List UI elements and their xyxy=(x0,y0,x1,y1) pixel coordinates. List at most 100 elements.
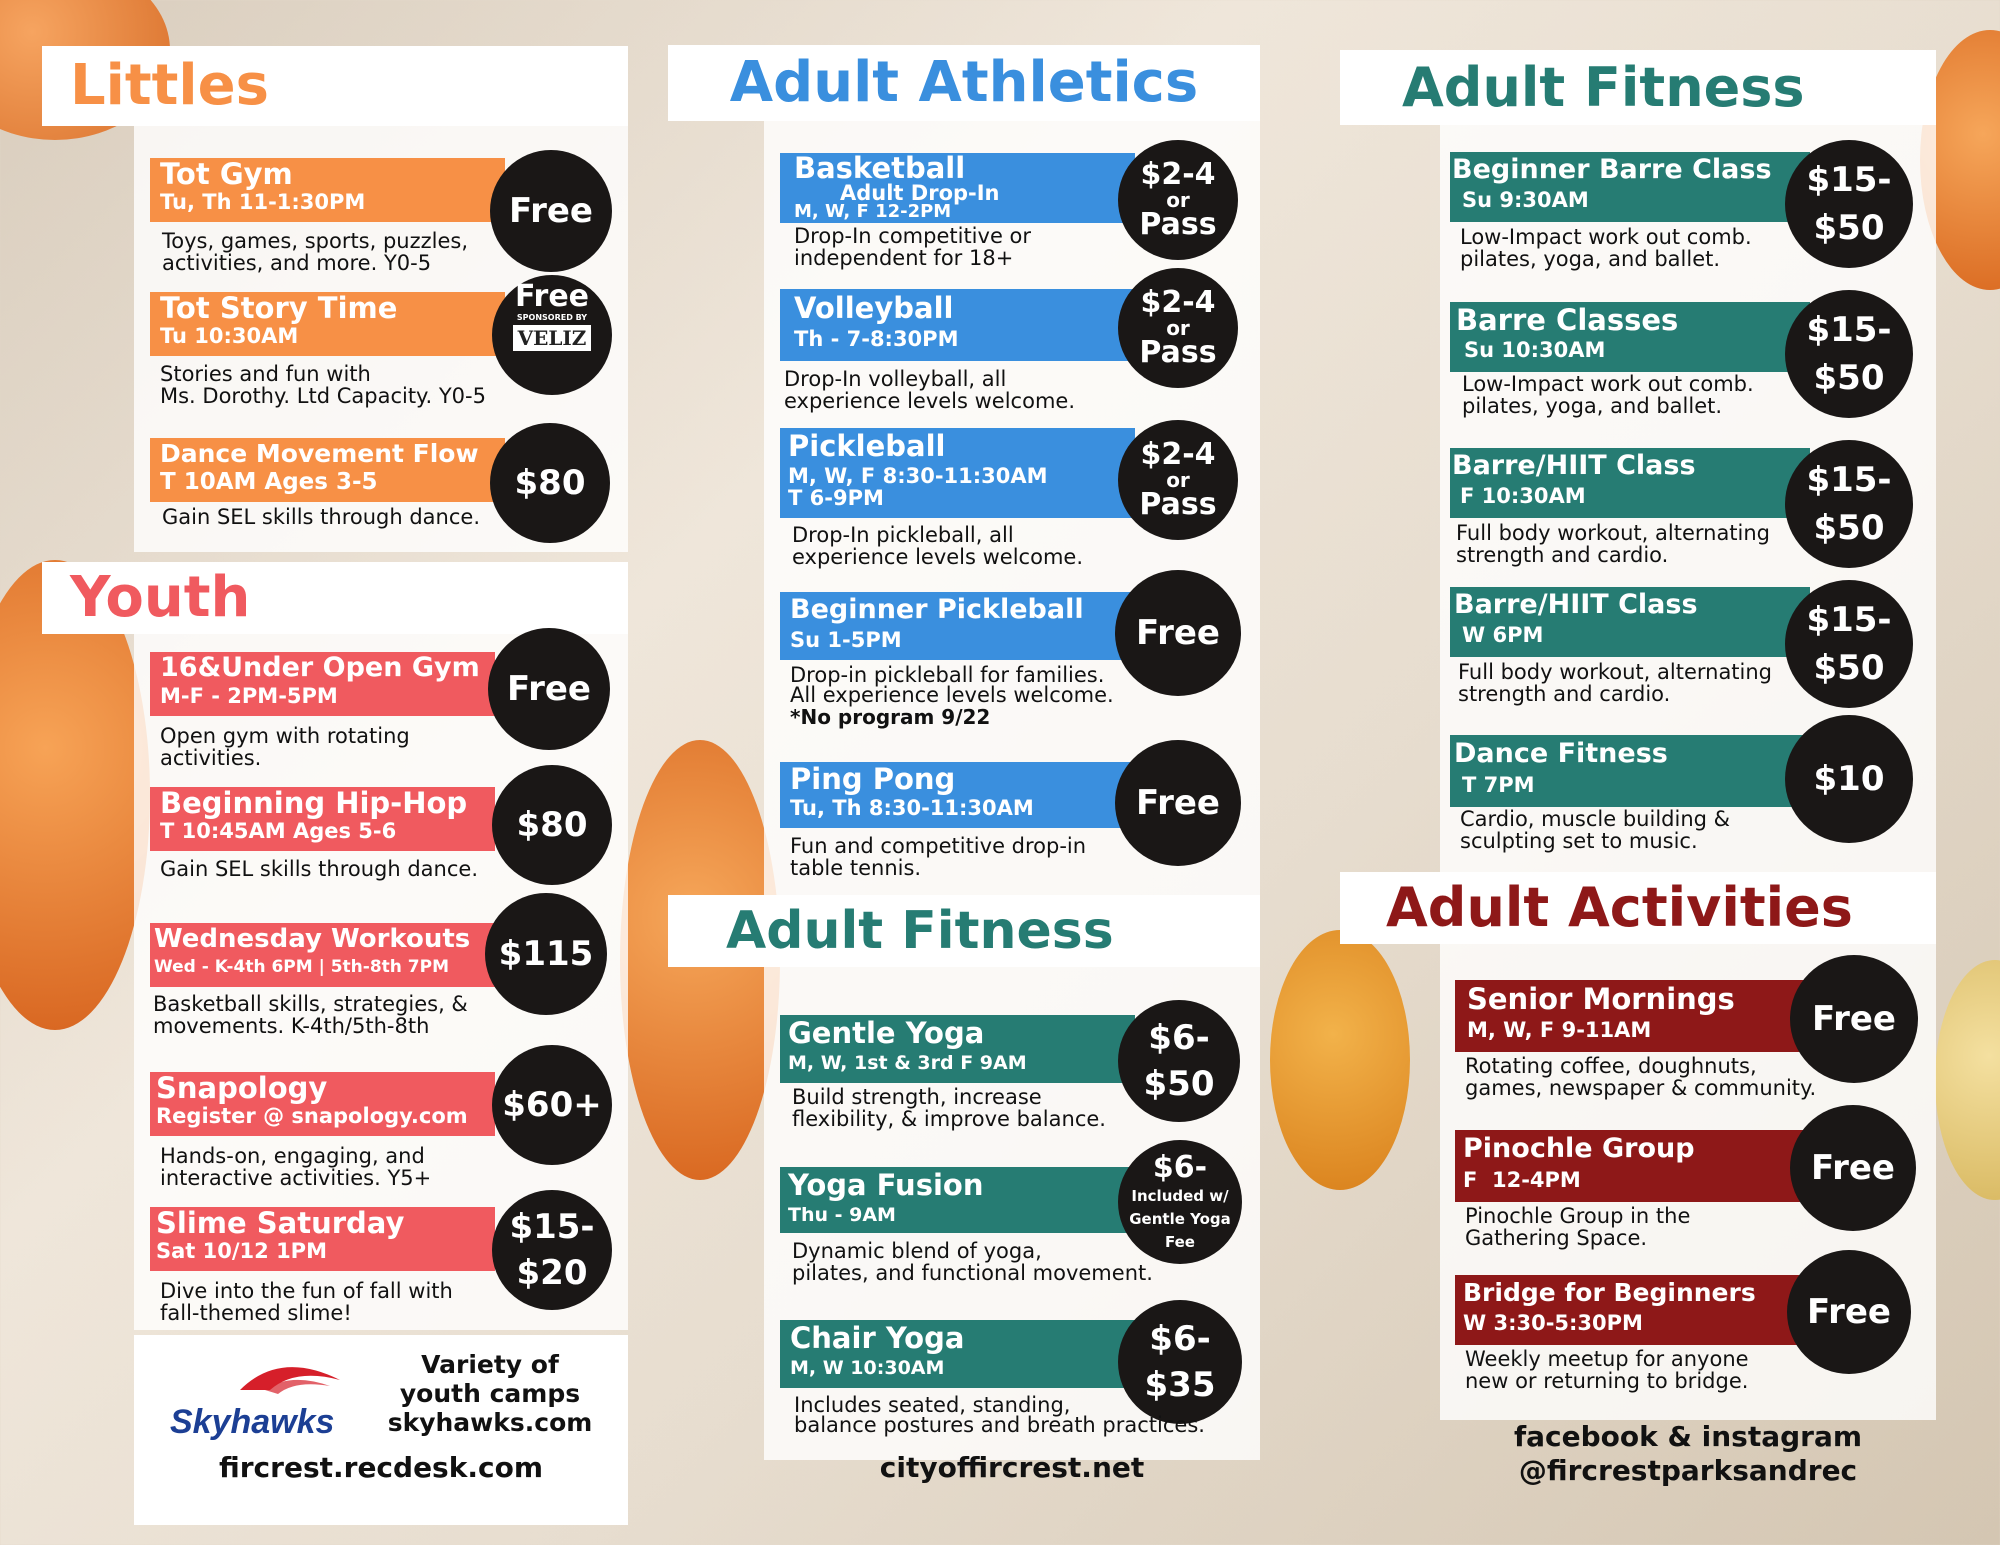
program-name: Ping Pong xyxy=(790,762,956,796)
program-name: Beginner Pickleball xyxy=(790,594,1084,625)
program-time: W 3:30-5:30PM xyxy=(1463,1311,1643,1335)
program-description: Pinochle Group in the Gathering Space. xyxy=(1465,1204,1691,1250)
program-description: Basketball skills, strategies, & movemen… xyxy=(153,992,468,1038)
program-name: Basketball xyxy=(794,151,966,185)
program-description: Cardio, muscle building & sculpting set … xyxy=(1460,807,1731,853)
program-time: T 10AM Ages 3-5 xyxy=(160,469,378,495)
program-description: Hands-on, engaging, and interactive acti… xyxy=(160,1144,432,1190)
skyhawks-bird-icon xyxy=(240,1367,340,1394)
program-name: Barre/HIIT Class xyxy=(1454,589,1698,620)
program-beginner-barre: Beginner Barre Class Su 9:30AM $15- $50 … xyxy=(1450,140,1920,280)
program-name: Pinochle Group xyxy=(1463,1133,1695,1164)
program-header-band: Gentle Yoga M, W, 1st & 3rd F 9AM xyxy=(780,1015,1135,1083)
program-description: Low-Impact work out comb. pilates, yoga,… xyxy=(1460,225,1752,271)
program-header-band: Snapology Register @ snapology.com xyxy=(150,1072,495,1136)
program-header-band: Wednesday Workouts Wed - K-4th 6PM | 5th… xyxy=(150,923,495,987)
program-header-band: Barre/HIIT Class W 6PM xyxy=(1450,587,1810,657)
program-description: Fun and competitive drop-in table tennis… xyxy=(790,834,1087,880)
price-badge: Free xyxy=(1115,740,1241,866)
price-badge: $6- $50 xyxy=(1118,1000,1240,1122)
price-badge: $6- Included w/ Gentle Yoga Fee xyxy=(1118,1140,1242,1264)
program-name: Barre Classes xyxy=(1456,303,1679,337)
program-name: Slime Saturday xyxy=(156,1206,405,1240)
program-name: Beginner Barre Class xyxy=(1452,154,1772,185)
pumpkin-decoration xyxy=(1935,960,2000,1200)
program-time: M, W 10:30AM xyxy=(790,1357,945,1379)
program-description: Drop-In competitive or independent for 1… xyxy=(794,224,1032,270)
city-website-link[interactable]: cityoffircrest.net xyxy=(879,1451,1145,1484)
program-time: M, W, F 8:30-11:30AM xyxy=(788,464,1048,488)
skyhawks-logo: Skyhawks xyxy=(170,1350,370,1450)
program-description: Gain SEL skills through dance. xyxy=(160,857,478,881)
social-media-line1: facebook & instagram xyxy=(1513,1420,1863,1453)
program-gentle-yoga: Gentle Yoga M, W, 1st & 3rd F 9AM $6- $5… xyxy=(780,1000,1240,1145)
program-description: Includes seated, standing, balance postu… xyxy=(794,1393,1205,1437)
program-header-band: Ping Pong Tu, Th 8:30-11:30AM xyxy=(780,762,1135,828)
program-description: Toys, games, sports, puzzles, activities… xyxy=(162,229,469,275)
program-tot-gym: Tot Gym Tu, Th 11-1:30PM Free Toys, game… xyxy=(150,150,612,280)
program-description: Dive into the fun of fall with fall-them… xyxy=(160,1279,453,1325)
price-badge: Free xyxy=(1790,955,1918,1083)
program-time: Su 9:30AM xyxy=(1462,188,1589,212)
price-badge: Free xyxy=(1790,1105,1916,1231)
program-header-band: Volleyball Th - 7-8:30PM xyxy=(780,289,1135,361)
price-badge: Free xyxy=(1787,1250,1911,1374)
program-header-band: Bridge for Beginners W 3:30-5:30PM xyxy=(1455,1275,1815,1345)
program-name: Volleyball xyxy=(794,291,954,325)
social-media-handle[interactable]: @fircrestparksandrec xyxy=(1518,1454,1858,1487)
program-ping-pong: Ping Pong Tu, Th 8:30-11:30AM Free Fun a… xyxy=(780,740,1241,890)
program-time: M, W, 1st & 3rd F 9AM xyxy=(788,1052,1027,1074)
program-time: F 12-4PM xyxy=(1463,1168,1581,1192)
price-badge: $2-4 or Pass xyxy=(1118,140,1238,260)
price-badge: $15- $20 xyxy=(492,1190,612,1310)
program-barre-classes: Barre Classes Su 10:30AM $15- $50 Low-Im… xyxy=(1450,290,1920,430)
program-description: Drop-In pickleball, all experience level… xyxy=(792,523,1083,569)
sponsor-label: SPONSORED BY xyxy=(516,313,588,322)
price-badge: Free SPONSORED BY VELIZ xyxy=(492,275,612,395)
program-description: Drop-in pickleball for families. All exp… xyxy=(790,663,1114,707)
program-pinochle-group: Pinochle Group F 12-4PM Free Pinochle Gr… xyxy=(1455,1105,1925,1255)
recdesk-link[interactable]: fircrest.recdesk.com xyxy=(218,1451,543,1484)
program-time-secondary: T 6-9PM xyxy=(788,486,884,510)
price-badge: $115 xyxy=(485,893,607,1015)
program-time: Register @ snapology.com xyxy=(156,1104,468,1128)
program-time: Tu, Th 8:30-11:30AM xyxy=(790,796,1034,820)
price-badge: $15- $50 xyxy=(1785,580,1913,708)
program-time: M-F - 2PM-5PM xyxy=(160,684,338,708)
program-time: M, W, F 12-2PM xyxy=(794,201,952,222)
program-name: Chair Yoga xyxy=(790,1321,965,1355)
program-dance-movement-flow: Dance Movement Flow T 10AM Ages 3-5 $80 … xyxy=(150,420,610,543)
program-time: Tu, Th 11-1:30PM xyxy=(160,190,366,214)
veliz-logo: VELIZ xyxy=(512,325,592,351)
price-badge: $10 xyxy=(1785,715,1913,843)
price-badge: Free xyxy=(1115,570,1241,696)
program-wednesday-workouts: Wednesday Workouts Wed - K-4th 6PM | 5th… xyxy=(150,893,610,1043)
program-header-band: Barre/HIIT Class F 10:30AM xyxy=(1450,448,1810,518)
program-time: Sat 10/12 1PM xyxy=(156,1239,327,1263)
program-time: Su 1-5PM xyxy=(790,628,902,652)
program-header-band: Senior Mornings M, W, F 9-11AM xyxy=(1455,980,1815,1052)
price-badge: $6- $35 xyxy=(1118,1300,1242,1424)
program-header-band: Basketball Adult Drop-In M, W, F 12-2PM xyxy=(780,153,1135,223)
program-time: F 10:30AM xyxy=(1460,484,1586,508)
program-time: T 10:45AM Ages 5-6 xyxy=(160,819,397,843)
program-pickleball: Pickleball M, W, F 8:30-11:30AM T 6-9PM … xyxy=(780,418,1240,578)
program-name: Tot Gym xyxy=(160,157,293,191)
program-time: T 7PM xyxy=(1462,773,1535,797)
program-barre-hiit-wednesday: Barre/HIIT Class W 6PM $15- $50 Full bod… xyxy=(1450,580,1920,720)
program-header-band: Tot Gym Tu, Th 11-1:30PM xyxy=(150,158,505,222)
program-open-gym: 16&Under Open Gym M-F - 2PM-5PM Free Ope… xyxy=(150,625,610,769)
program-time: W 6PM xyxy=(1462,623,1544,647)
price-badge: $15- $50 xyxy=(1785,440,1913,568)
program-description: Low-Impact work out comb. pilates, yoga,… xyxy=(1462,372,1754,418)
skyhawks-logo-text: Skyhawks xyxy=(170,1403,335,1441)
program-header-band: Slime Saturday Sat 10/12 1PM xyxy=(150,1207,495,1271)
program-time: Th - 7-8:30PM xyxy=(794,327,959,351)
program-header-band: 16&Under Open Gym M-F - 2PM-5PM xyxy=(150,652,495,716)
program-bridge-for-beginners: Bridge for Beginners W 3:30-5:30PM Free … xyxy=(1455,1250,1925,1400)
pumpkin-decoration xyxy=(1270,930,1410,1190)
price-badge: $15- $50 xyxy=(1785,140,1913,268)
skyhawks-camps-text: Variety of youth camps skyhawks.com xyxy=(387,1350,593,1437)
fitness-mid-heading: Adult Fitness xyxy=(668,895,1260,967)
program-name: Dance Fitness xyxy=(1454,738,1668,769)
